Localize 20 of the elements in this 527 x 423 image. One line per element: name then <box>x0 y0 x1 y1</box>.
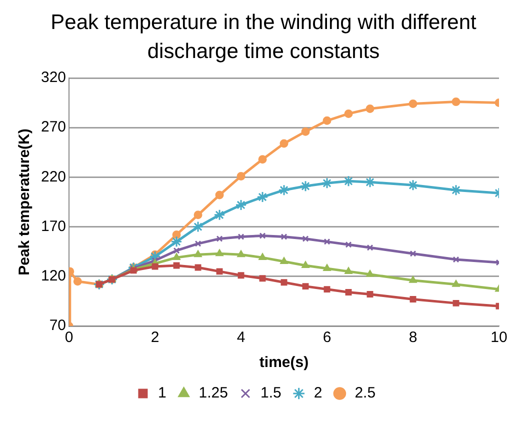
x-tick-label: 4 <box>236 329 246 346</box>
legend-label: 2 <box>314 384 322 402</box>
chart-title: Peak temperature in the winding with different discharge time constants <box>50 10 478 65</box>
y-tick-label: 220 <box>40 168 66 186</box>
y-tick-label: 270 <box>40 118 66 136</box>
y-tick-label: 170 <box>40 218 66 235</box>
x-tick-label: 2 <box>150 329 160 346</box>
x-tick-label: 0 <box>64 329 74 346</box>
y-tick-label: 320 <box>40 69 66 86</box>
x-tick-label: 8 <box>408 329 418 346</box>
y-tick-label: 70 <box>49 317 66 334</box>
x-tick-label: 10 <box>490 329 508 346</box>
legend-label: 1 <box>158 384 166 402</box>
legend-label: 2.5 <box>354 384 376 402</box>
x-axis-title: time(s) <box>259 354 309 372</box>
legend-label: 1.5 <box>260 384 282 402</box>
y-tick-label: 120 <box>40 268 66 285</box>
x-tick-label: 6 <box>322 329 332 346</box>
legend-label: 1.25 <box>198 384 228 402</box>
y-axis-title: Peak temperature(K) <box>16 128 34 276</box>
